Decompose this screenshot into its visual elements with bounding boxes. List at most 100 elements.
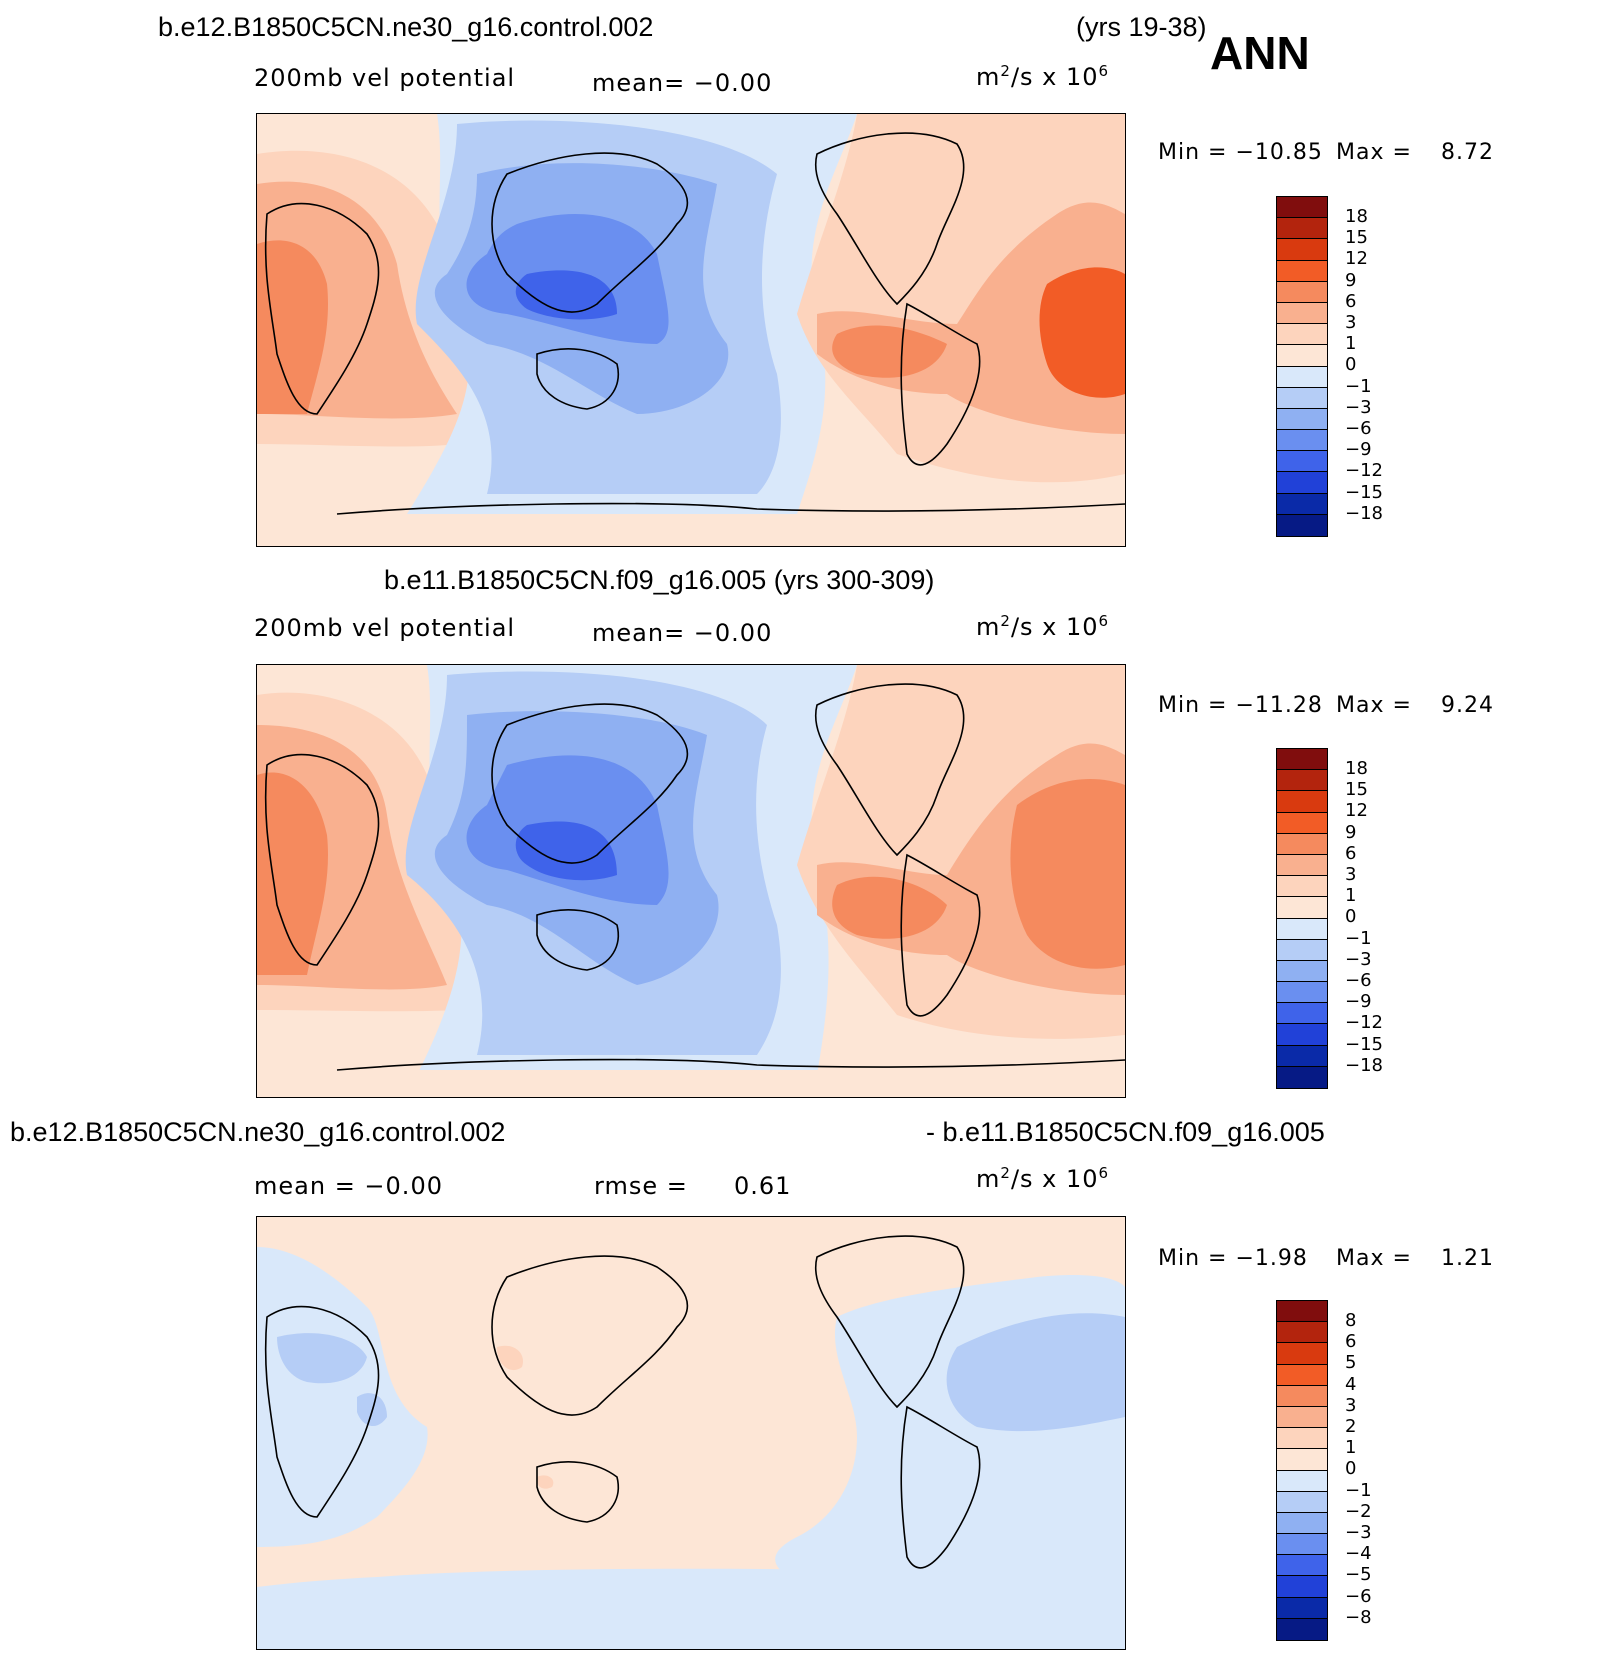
colorbar-tick-label: −9 [1345,991,1372,1013]
colorbar-tick-label: −6 [1345,970,1372,991]
panel3-max-value: 1.21 [1441,1246,1494,1271]
colorbar-tick-label: −1 [1345,927,1372,949]
colorbar-tick-label: 8 [1345,1310,1357,1331]
colorbar-swatch [1277,1406,1327,1429]
colorbar-swatch [1277,833,1327,855]
colorbar-swatch [1277,260,1327,282]
colorbar-swatch [1277,1618,1327,1640]
units-base: m [976,613,1001,641]
colorbar-tick-label: −3 [1345,948,1372,970]
colorbar-swatch [1277,1512,1327,1535]
panel2-max-label: Max = [1336,693,1412,718]
colorbar-swatch [1277,408,1327,431]
panel2-title: b.e11.B1850C5CN.f09_g16.005 (yrs 300-309… [384,565,935,595]
panel2-mean: mean= −0.00 [592,619,773,647]
panel3-mean: mean = −0.00 [254,1172,443,1200]
panel1-mean: mean= −0.00 [592,69,773,97]
panel1-max-label: Max = [1336,140,1412,165]
colorbar-tick-label: 15 [1345,227,1368,249]
panel1-map [256,113,1126,547]
colorbar-swatch [1277,1428,1327,1450]
panel1-max-value: 8.72 [1441,140,1494,165]
colorbar-tick-label: 3 [1345,864,1357,885]
colorbar-tick-label: 1 [1345,1437,1357,1459]
panel3-max-label: Max = [1336,1246,1412,1271]
panel1-title-left: b.e12.B1850C5CN.ne30_g16.control.002 [158,12,654,42]
units-base: m [976,63,1001,91]
colorbar-swatch [1277,514,1327,536]
colorbar-tick-label: −3 [1345,1522,1372,1543]
colorbar-swatch [1277,897,1327,919]
colorbar-tick-label: −3 [1345,396,1372,418]
colorbar-swatch [1277,302,1327,325]
colorbar-tick-label: 6 [1345,290,1357,312]
panel1-variable: 200mb vel potential [254,64,516,92]
colorbar-tick-label: 4 [1345,1373,1357,1395]
panel3-colorbar [1276,1300,1328,1641]
colorbar-tick-label: −18 [1345,1054,1383,1076]
colorbar-tick-label: 5 [1345,1352,1357,1374]
colorbar-tick-label: −1 [1345,1479,1372,1501]
colorbar-tick-label: 3 [1345,312,1357,333]
colorbar-tick-label: −1 [1345,375,1372,397]
colorbar-swatch [1277,281,1327,303]
colorbar-swatch [1277,770,1327,792]
colorbar-tick-label: 1 [1345,885,1357,907]
units-sup: 6 [1098,1164,1110,1182]
units-sup: 2 [1000,62,1011,80]
colorbar-tick-label: 6 [1345,842,1357,864]
units-sup: 2 [1000,1164,1011,1182]
colorbar-tick-label: −12 [1345,1012,1383,1034]
panel3-min: Min = −1.98 [1158,1246,1308,1271]
panel2-variable: 200mb vel potential [254,614,516,642]
colorbar-tick-label: 0 [1345,1458,1357,1480]
colorbar-swatch [1277,854,1327,877]
colorbar-tick-label: 1 [1345,333,1357,355]
colorbar-tick-label: 9 [1345,821,1357,843]
colorbar-swatch [1277,1003,1327,1025]
colorbar-swatch [1277,1534,1327,1556]
colorbar-swatch [1277,239,1327,261]
colorbar-tick-label: −6 [1345,1585,1372,1607]
colorbar-tick-label: 12 [1345,248,1368,270]
colorbar-tick-label: 18 [1345,758,1368,779]
colorbar-swatch [1277,218,1327,240]
units-sup: 6 [1098,612,1110,630]
colorbar-swatch [1277,1364,1327,1386]
colorbar-tick-label: −4 [1345,1543,1372,1565]
colorbar-swatch [1277,430,1327,452]
units-sup: 2 [1000,612,1011,630]
colorbar-swatch [1277,366,1327,388]
colorbar-tick-label: 3 [1345,1394,1357,1416]
colorbar-swatch [1277,960,1327,983]
colorbar-swatch [1277,1555,1327,1577]
panel3-map [256,1216,1126,1650]
panel3-rmse-value: 0.61 [734,1172,792,1200]
colorbar-swatch [1277,1045,1327,1067]
colorbar-tick-label: 0 [1345,906,1357,928]
colorbar-swatch [1277,918,1327,940]
colorbar-swatch [1277,791,1327,813]
panel3-title-left: b.e12.B1850C5CN.ne30_g16.control.002 [10,1117,506,1147]
colorbar-tick-label: −2 [1345,1500,1372,1522]
panel1-units: m2/s x 106 [976,62,1109,91]
panel1-title-right: (yrs 19-38) [1076,12,1207,42]
units-sup: 6 [1098,62,1110,80]
panel2-max-value: 9.24 [1441,693,1494,718]
colorbar-tick-label: 0 [1345,354,1357,376]
colorbar-swatch [1277,1343,1327,1365]
colorbar-swatch [1277,197,1327,219]
units-mid: /s x 10 [1010,63,1099,91]
panel1-min: Min = −10.85 [1158,140,1323,165]
colorbar-swatch [1277,1024,1327,1046]
panel2-map [256,664,1126,1098]
colorbar-swatch [1277,1470,1327,1492]
colorbar-tick-label: −5 [1345,1564,1372,1586]
colorbar-swatch [1277,1301,1327,1323]
colorbar-tick-label: 6 [1345,1331,1357,1353]
panel3-contour-map [257,1217,1125,1649]
colorbar-tick-label: 12 [1345,800,1368,822]
colorbar-swatch [1277,876,1327,898]
units-mid: /s x 10 [1010,613,1099,641]
colorbar-swatch [1277,345,1327,367]
